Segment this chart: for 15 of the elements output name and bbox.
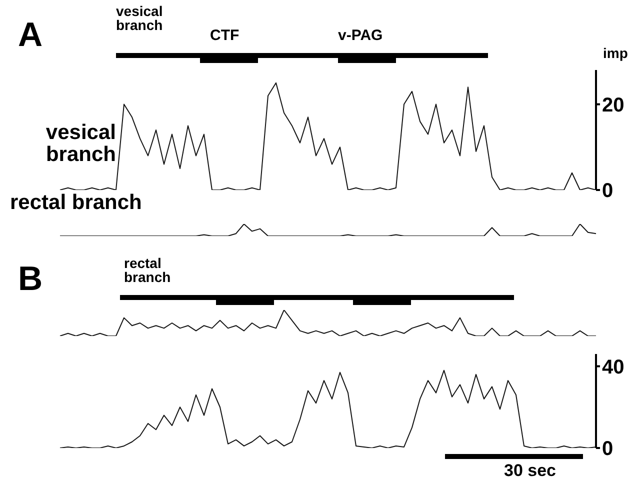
text: 30 sec [503, 461, 557, 480]
y-axis-title: imp [603, 45, 628, 61]
line-series [60, 370, 596, 448]
y-tick-label: 20 [602, 94, 624, 116]
series-label: rectal branch [10, 191, 143, 214]
text: rectal branch [124, 255, 172, 285]
y-tick-label: 0 [602, 438, 614, 460]
text: CTF [210, 27, 240, 44]
text: v-PAG [338, 27, 384, 44]
y-tick-label: 0 [602, 180, 614, 202]
y-tick-label: 40 [602, 356, 624, 378]
series-label: vesical branch [44, 121, 116, 166]
chart-title: A [18, 16, 43, 54]
chart-title: B [18, 260, 43, 298]
text: vesical branch [116, 3, 164, 33]
